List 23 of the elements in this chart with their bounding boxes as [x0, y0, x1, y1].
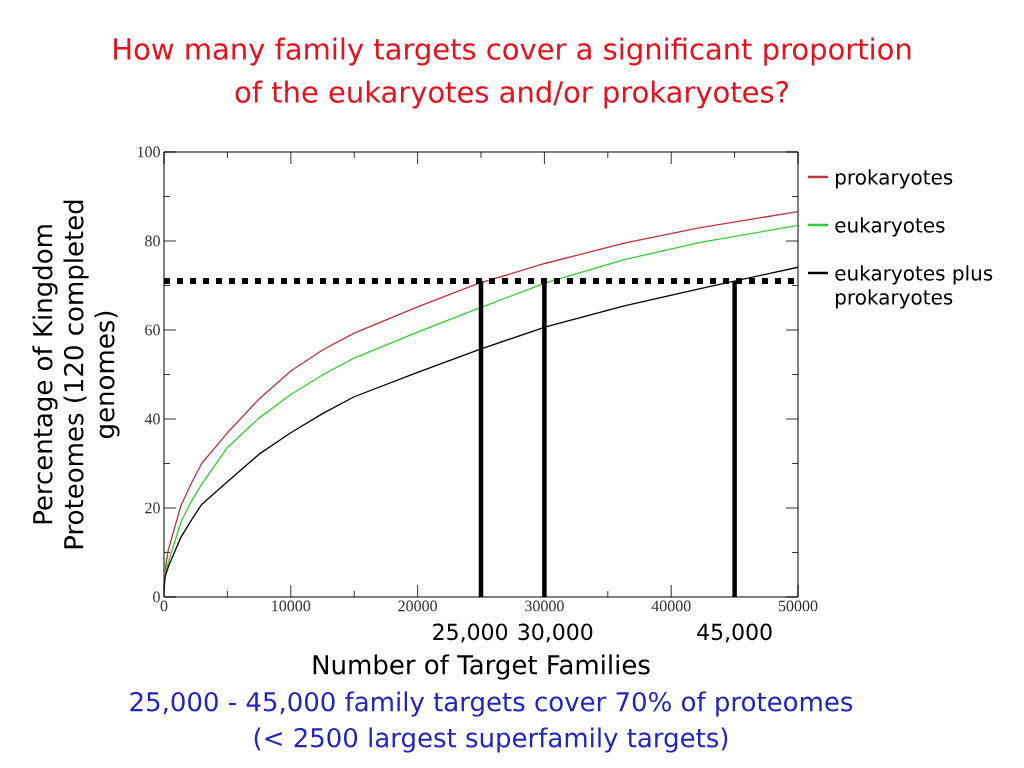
- chart-title: How many family targets cover a significant proportion of the eukaryotes and/or prokaryotes?: [114, 37, 911, 109]
- y-axis-title: Percentage of Kingdom Proteomes (120 completed genomes): [32, 200, 120, 549]
- y-tick-label: 100: [137, 146, 160, 158]
- x-tick-label: 20000: [398, 600, 437, 612]
- text: (< 2500 largest superfamily targets): [254, 727, 728, 753]
- ref-line-label: 30,000: [518, 623, 593, 643]
- y-tick-label: 80: [145, 235, 160, 247]
- legend-label: prokaryotes: [836, 169, 953, 189]
- legend-label: eukaryotes plus prokaryotes: [835, 265, 993, 309]
- x-tick-label: 30000: [525, 600, 564, 612]
- text: 25,000 - 45,000 family targets cover 70% of proteomes: [130, 691, 853, 717]
- legend-label: eukaryotes: [835, 217, 945, 237]
- y-tick-label: 20: [145, 502, 160, 514]
- x-tick-label: 10000: [272, 600, 311, 612]
- x-axis-title: Number of Target Families: [313, 654, 650, 680]
- y-tick-label: 40: [144, 413, 160, 425]
- x-tick-label: 50000: [778, 600, 818, 612]
- y-tick-label: 60: [145, 324, 160, 336]
- ref-line-label: 45,000: [697, 623, 772, 643]
- x-tick-label: 0: [160, 600, 168, 612]
- x-tick-label: 40000: [651, 600, 691, 612]
- ref-line-label: 25,000: [433, 623, 508, 643]
- y-tick-label: 0: [153, 591, 160, 603]
